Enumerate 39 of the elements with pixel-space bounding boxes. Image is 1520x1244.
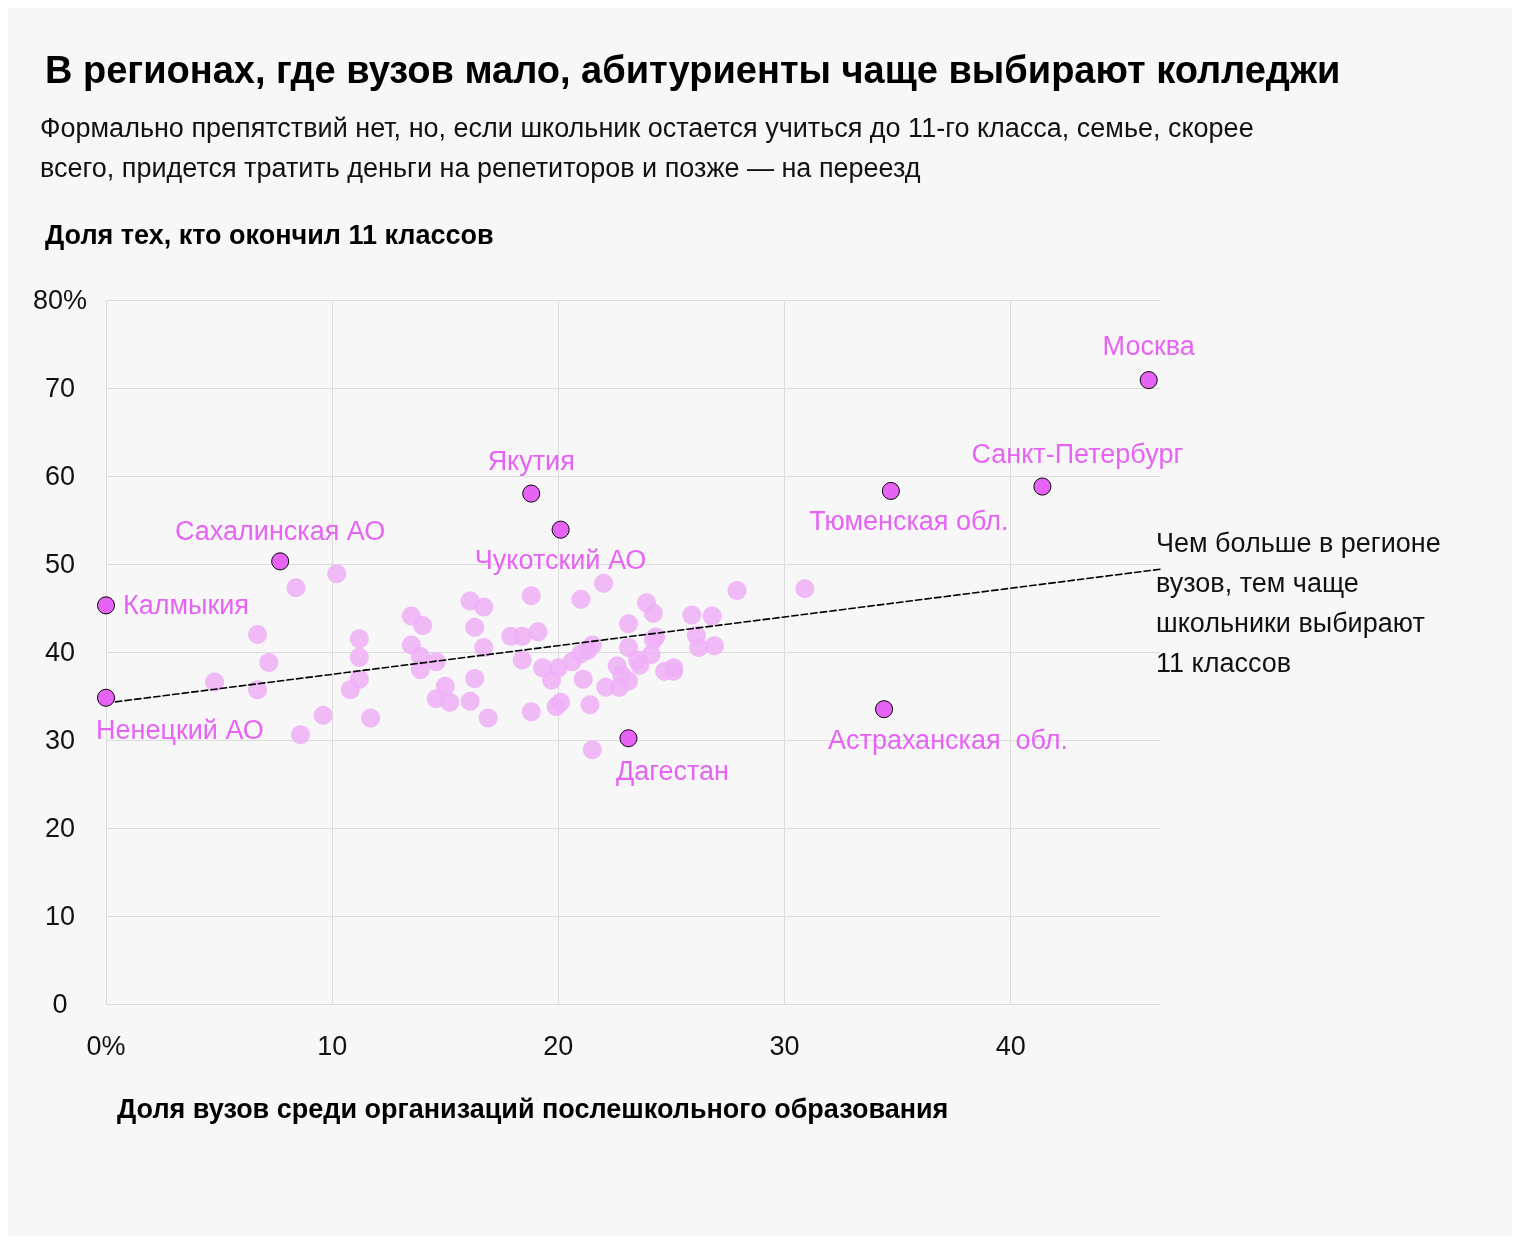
data-label: Калмыкия bbox=[123, 590, 249, 621]
y-tick-label: 0 bbox=[52, 989, 68, 1019]
x-axis-title: Доля вузов среди организаций послешкольного образования bbox=[117, 1093, 949, 1124]
y-tick-label: 30 bbox=[44, 725, 76, 755]
point bbox=[881, 481, 900, 500]
point bbox=[97, 596, 115, 615]
data-label: Астраханская обл. bbox=[828, 724, 1069, 755]
data-label: Дагестан bbox=[615, 755, 730, 786]
point bbox=[522, 484, 541, 503]
x-tick-label: 30 bbox=[769, 1030, 800, 1061]
point bbox=[551, 520, 570, 539]
point bbox=[271, 552, 290, 571]
data-label: Тюменская обл. bbox=[809, 506, 1009, 537]
y-tick-label: 70 bbox=[44, 373, 76, 403]
y-tick-label: 40 bbox=[44, 637, 76, 667]
x-tick-label: 20 bbox=[543, 1030, 574, 1061]
x-tick-label: 40 bbox=[995, 1030, 1026, 1061]
point bbox=[1033, 477, 1052, 496]
data-label: Москва bbox=[1102, 330, 1196, 361]
data-label: Чукотский АО bbox=[474, 545, 647, 576]
point bbox=[875, 700, 894, 719]
y-tick-label: 10 bbox=[44, 901, 76, 931]
data-label: Санкт-Петербург bbox=[971, 439, 1184, 470]
y-axis-title: Доля тех, кто окончил 11 классов bbox=[45, 219, 494, 250]
data-label: Сахалинская АО bbox=[175, 515, 386, 546]
data-label: Ненецкий АО bbox=[96, 715, 264, 746]
annotation: Чем больше в регионе вузов, тем чаще школьники выбирают 11 классов bbox=[1156, 527, 1442, 681]
x-tick-label: 0% bbox=[86, 1030, 126, 1061]
data-label: Якутия bbox=[487, 446, 575, 477]
chart-subtitle: Формально препятствий нет, но, если школьник остается учиться до 11-го класса, семье, скорее всего, придется тратить деньги на репетиторов и позже — на переезд bbox=[40, 112, 1255, 185]
y-tick-label: 80% bbox=[32, 285, 88, 315]
chart-title: В регионах, где вузов мало, абитуриенты чаще выбирают колледжи bbox=[45, 49, 1341, 91]
point bbox=[619, 729, 638, 748]
y-tick-label: 50 bbox=[44, 549, 76, 579]
point bbox=[1139, 371, 1158, 390]
point bbox=[97, 688, 115, 707]
y-tick-label: 20 bbox=[44, 813, 76, 843]
y-tick-label: 60 bbox=[44, 461, 76, 491]
x-tick-label: 10 bbox=[317, 1030, 348, 1061]
